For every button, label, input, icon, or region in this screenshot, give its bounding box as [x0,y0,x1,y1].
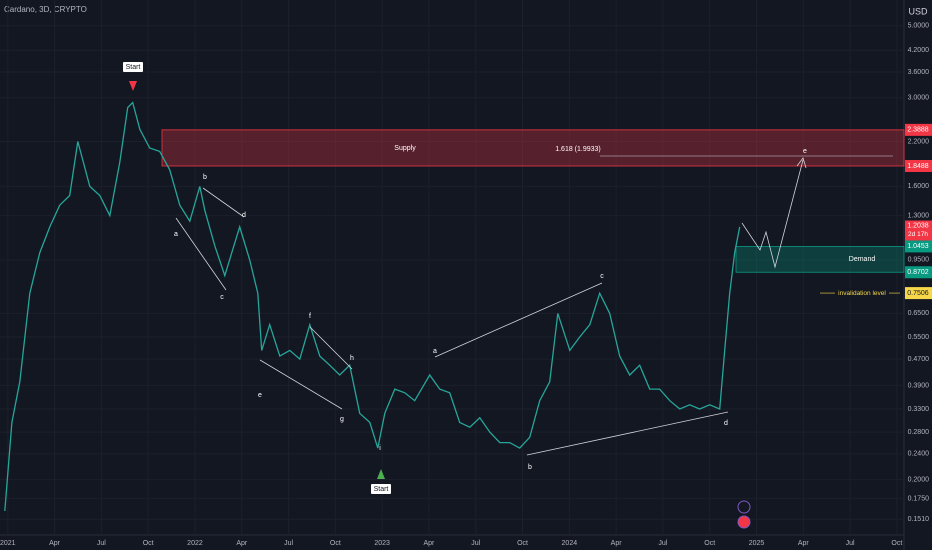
x-tick-label: Oct [143,540,154,547]
annotation: a [174,231,178,238]
symbol-title: Cardano, 3D, CRYPTO [4,5,87,14]
zone [735,245,905,273]
start-arrow-down [129,81,137,91]
price-badge [905,159,932,172]
x-tick-label: Oct [704,540,715,547]
annotation: e [258,392,262,399]
annotation: e [803,148,807,155]
x-tick-label: Jul [471,540,480,547]
x-tick-label: Apr [798,540,810,547]
annotation: a [433,348,437,355]
wave-lines [175,155,893,456]
y-tick-label: 2.2000 [908,138,930,145]
x-tick-label: Oct [330,540,341,547]
y-tick-label: 4.2000 [908,47,930,54]
fib-label: 1.618 (1.9933) [555,146,601,153]
last-price-label: 1.2038 [907,222,929,229]
x-tick-label: 2025 [749,540,765,547]
price-badge-label: 2.3888 [907,127,929,134]
annotation: c [220,294,224,301]
x-tick-label: Apr [236,540,248,547]
y-tick-label: 0.2400 [908,451,930,458]
x-tick-label: Jul [97,540,106,547]
countdown: 2d 17h [908,231,928,238]
y-tick-label: 0.2000 [908,476,930,483]
x-tick-label: Jul [658,540,667,547]
price-badge-label: 1.8488 [907,163,929,170]
y-tick-label: 3.0000 [908,95,930,102]
y-tick-label: 3.6000 [908,69,930,76]
annotation: h [350,355,354,362]
annotation: Start [126,64,141,71]
y-tick-label: 0.1750 [908,495,930,502]
x-tick-label: Jul [284,540,293,547]
price-badge [905,287,932,300]
annotation: i [379,445,381,452]
zone [161,129,905,167]
zone-label: Demand [849,256,876,263]
y-tick-label: 0.4700 [908,356,930,363]
annotation-box [123,62,143,72]
price-badge-label: 0.7506 [907,290,929,297]
x-tick-label: Apr [423,540,435,547]
annotation: f [309,313,311,320]
x-tick-label: Oct [517,540,528,547]
projection-arrow [796,157,807,169]
last-price-badge [905,220,932,241]
y-tick-label: 1.6000 [908,183,930,190]
price-badge [905,266,932,279]
price-badge-label: 1.0453 [907,243,929,250]
trendline [259,326,353,410]
trendline [434,282,729,456]
x-tick-label: Apr [611,540,623,547]
y-tick-label: 0.2800 [908,429,930,436]
y-tick-label: 5.0000 [908,23,930,30]
x-tick-label: Oct [891,540,902,547]
invalidation-label: invalidation level [838,290,886,297]
price-badge [905,123,932,136]
x-tick-label: 2021 [0,540,16,547]
annotation: d [242,212,246,219]
annotation-box [371,484,391,494]
x-tick-label: 2022 [187,540,203,547]
annotation: c [600,273,604,280]
y-tick-label: 0.9500 [908,257,930,264]
y-tick-label: 0.3900 [908,382,930,389]
invalidation-label-bg [835,288,889,299]
annotation: d [724,420,728,427]
x-tick-label: 2023 [374,540,390,547]
x-tick-label: 2024 [562,540,578,547]
price-badge [905,240,932,253]
y-tick-label: 0.6500 [908,310,930,317]
currency: USD [908,6,928,16]
y-tick-label: 0.3300 [908,406,930,413]
annotation: b [203,174,207,181]
x-tick-label: Jul [846,540,855,547]
annotation: g [340,416,344,423]
y-tick-label: 0.5500 [908,334,930,341]
event-icon[interactable] [737,515,751,529]
trendline [175,187,245,291]
y-tick-label: 0.1510 [908,516,930,523]
annotation: Start [374,486,389,493]
x-tick-label: Apr [49,540,61,547]
projection [741,159,804,269]
annotation: b [528,464,532,471]
zone-label: Supply [394,145,416,152]
event-icon[interactable] [737,500,751,514]
y-tick-label: 1.3000 [908,212,930,219]
start-arrow-up [377,469,385,479]
price-badge-label: 0.8702 [907,269,929,276]
price-line [4,101,741,512]
